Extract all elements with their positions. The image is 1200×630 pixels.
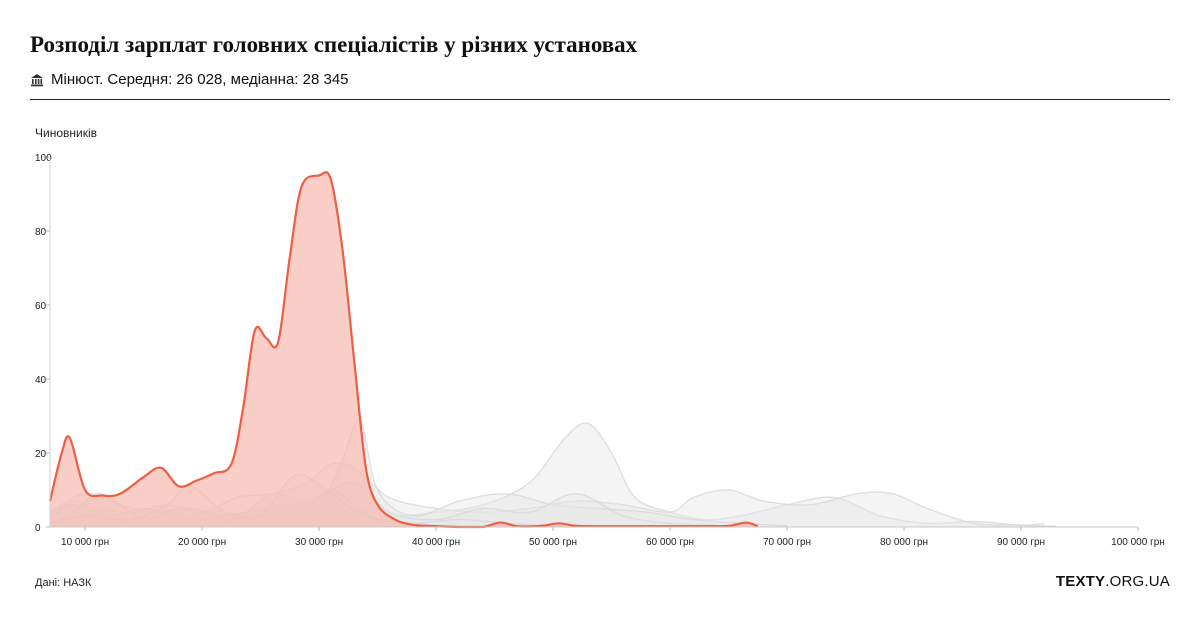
brand-bold: TEXTY bbox=[1055, 573, 1106, 590]
highlight-series-area bbox=[50, 172, 758, 528]
y-tick: 20 bbox=[35, 449, 50, 460]
x-tick: 100 000 грн bbox=[1111, 527, 1165, 548]
y-tick: 40 bbox=[35, 375, 50, 386]
x-tick-label: 100 000 грн bbox=[1111, 537, 1165, 548]
x-tick-label: 30 000 грн bbox=[295, 537, 343, 548]
highlight-series-line[interactable] bbox=[48, 171, 759, 529]
y-tick-label: 80 bbox=[35, 227, 47, 238]
chart-subtitle: Мінюст. Середня: 26 028, медіанна: 28 34… bbox=[30, 71, 349, 88]
background-series-area bbox=[50, 422, 1045, 527]
x-tick: 30 000 грн bbox=[295, 527, 343, 548]
x-tick: 60 000 грн bbox=[646, 527, 694, 548]
data-source: Дані: НАЗК bbox=[35, 577, 92, 589]
header-divider bbox=[30, 99, 1170, 100]
x-tick: 70 000 грн bbox=[763, 527, 811, 548]
axis-layer: 0 20 40 60 80 100 10 000 грн 20 000 грн 30 000 г… bbox=[35, 153, 1165, 548]
x-tick-label: 70 000 грн bbox=[763, 537, 811, 548]
x-tick: 40 000 грн bbox=[412, 527, 460, 548]
x-tick-label: 40 000 грн bbox=[412, 537, 460, 548]
x-tick-label: 60 000 грн bbox=[646, 537, 694, 548]
y-tick-label: 40 bbox=[35, 375, 47, 386]
y-tick-label: 0 bbox=[35, 523, 41, 534]
x-tick-label: 90 000 грн bbox=[997, 537, 1045, 548]
y-tick: 60 bbox=[35, 301, 50, 312]
y-tick-label: 60 bbox=[35, 301, 47, 312]
x-tick: 90 000 грн bbox=[997, 527, 1045, 548]
x-tick: 50 000 грн bbox=[529, 527, 577, 548]
brand-domain: .ORG.UA bbox=[1105, 573, 1170, 590]
x-tick-label: 80 000 грн bbox=[880, 537, 928, 548]
y-tick-label: 100 bbox=[35, 153, 52, 164]
subtitle-text: Мінюст. Середня: 26 028, медіанна: 28 34… bbox=[51, 71, 349, 88]
x-tick-label: 50 000 грн bbox=[529, 537, 577, 548]
x-tick-label: 20 000 грн bbox=[178, 537, 226, 548]
y-tick-label: 20 bbox=[35, 449, 47, 460]
y-tick: 0 bbox=[35, 523, 50, 534]
brand-logo[interactable]: TEXTY.ORG.UA bbox=[1056, 573, 1170, 590]
x-tick-label: 10 000 грн bbox=[61, 537, 109, 548]
y-tick: 100 bbox=[35, 153, 52, 164]
building-icon bbox=[31, 73, 43, 86]
x-tick: 80 000 грн bbox=[880, 527, 928, 548]
background-series-area bbox=[50, 482, 717, 527]
highlight-series-layer bbox=[48, 171, 759, 529]
y-axis-label: Чиновників bbox=[35, 126, 97, 140]
x-tick: 10 000 грн bbox=[61, 527, 109, 548]
y-tick: 80 bbox=[35, 227, 50, 238]
x-tick: 20 000 грн bbox=[178, 527, 226, 548]
chart-title: Розподіл зарплат головних спеціалістів у… bbox=[30, 32, 638, 57]
